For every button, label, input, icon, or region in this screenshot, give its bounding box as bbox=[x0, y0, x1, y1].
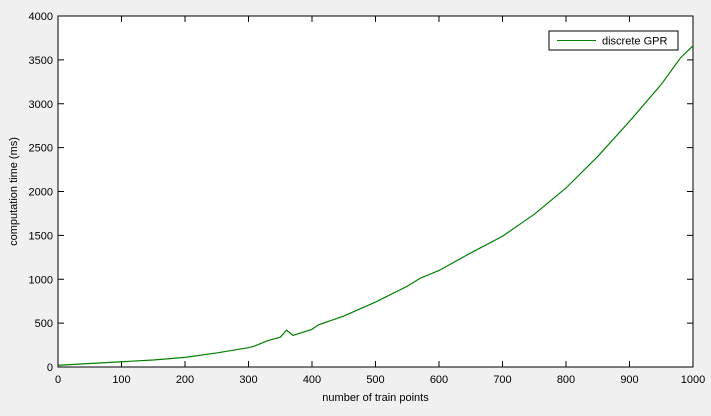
x-tick-label: 700 bbox=[493, 374, 511, 386]
y-tick-label: 0 bbox=[47, 362, 53, 374]
x-tick-label: 100 bbox=[112, 374, 130, 386]
x-axis-label: number of train points bbox=[322, 392, 429, 404]
x-tick-label: 300 bbox=[239, 374, 257, 386]
series-layer bbox=[58, 45, 694, 366]
x-tick-label: 500 bbox=[366, 374, 384, 386]
y-tick-label: 3000 bbox=[29, 99, 53, 111]
y-axis-label: computation time (ms) bbox=[8, 137, 20, 246]
ticks-layer: 0 100 200 300 400 500 600 700 800 900 1000 0 500 1000… bbox=[29, 11, 706, 386]
y-tick-label: 4000 bbox=[29, 11, 53, 23]
y-tick-label: 1500 bbox=[29, 230, 53, 242]
y-tick-label: 2000 bbox=[29, 187, 53, 199]
x-tick-label: 800 bbox=[557, 374, 575, 386]
x-tick-label: 900 bbox=[620, 374, 638, 386]
legend-entry-label: discrete GPR bbox=[602, 36, 667, 48]
y-tick-label: 3500 bbox=[29, 55, 53, 67]
x-tick-label: 0 bbox=[55, 374, 61, 386]
x-tick-label: 600 bbox=[430, 374, 448, 386]
x-tick-label: 1000 bbox=[681, 374, 705, 386]
legend: discrete GPR bbox=[548, 30, 679, 51]
y-tick-label: 500 bbox=[35, 318, 53, 330]
x-tick-label: 200 bbox=[176, 374, 194, 386]
legend-box bbox=[548, 30, 679, 51]
series-line-0 bbox=[58, 45, 694, 366]
x-tick-label: 400 bbox=[303, 374, 321, 386]
y-tick-label: 1000 bbox=[29, 274, 53, 286]
y-tick-label: 2500 bbox=[29, 143, 53, 155]
plot-area bbox=[57, 15, 694, 368]
